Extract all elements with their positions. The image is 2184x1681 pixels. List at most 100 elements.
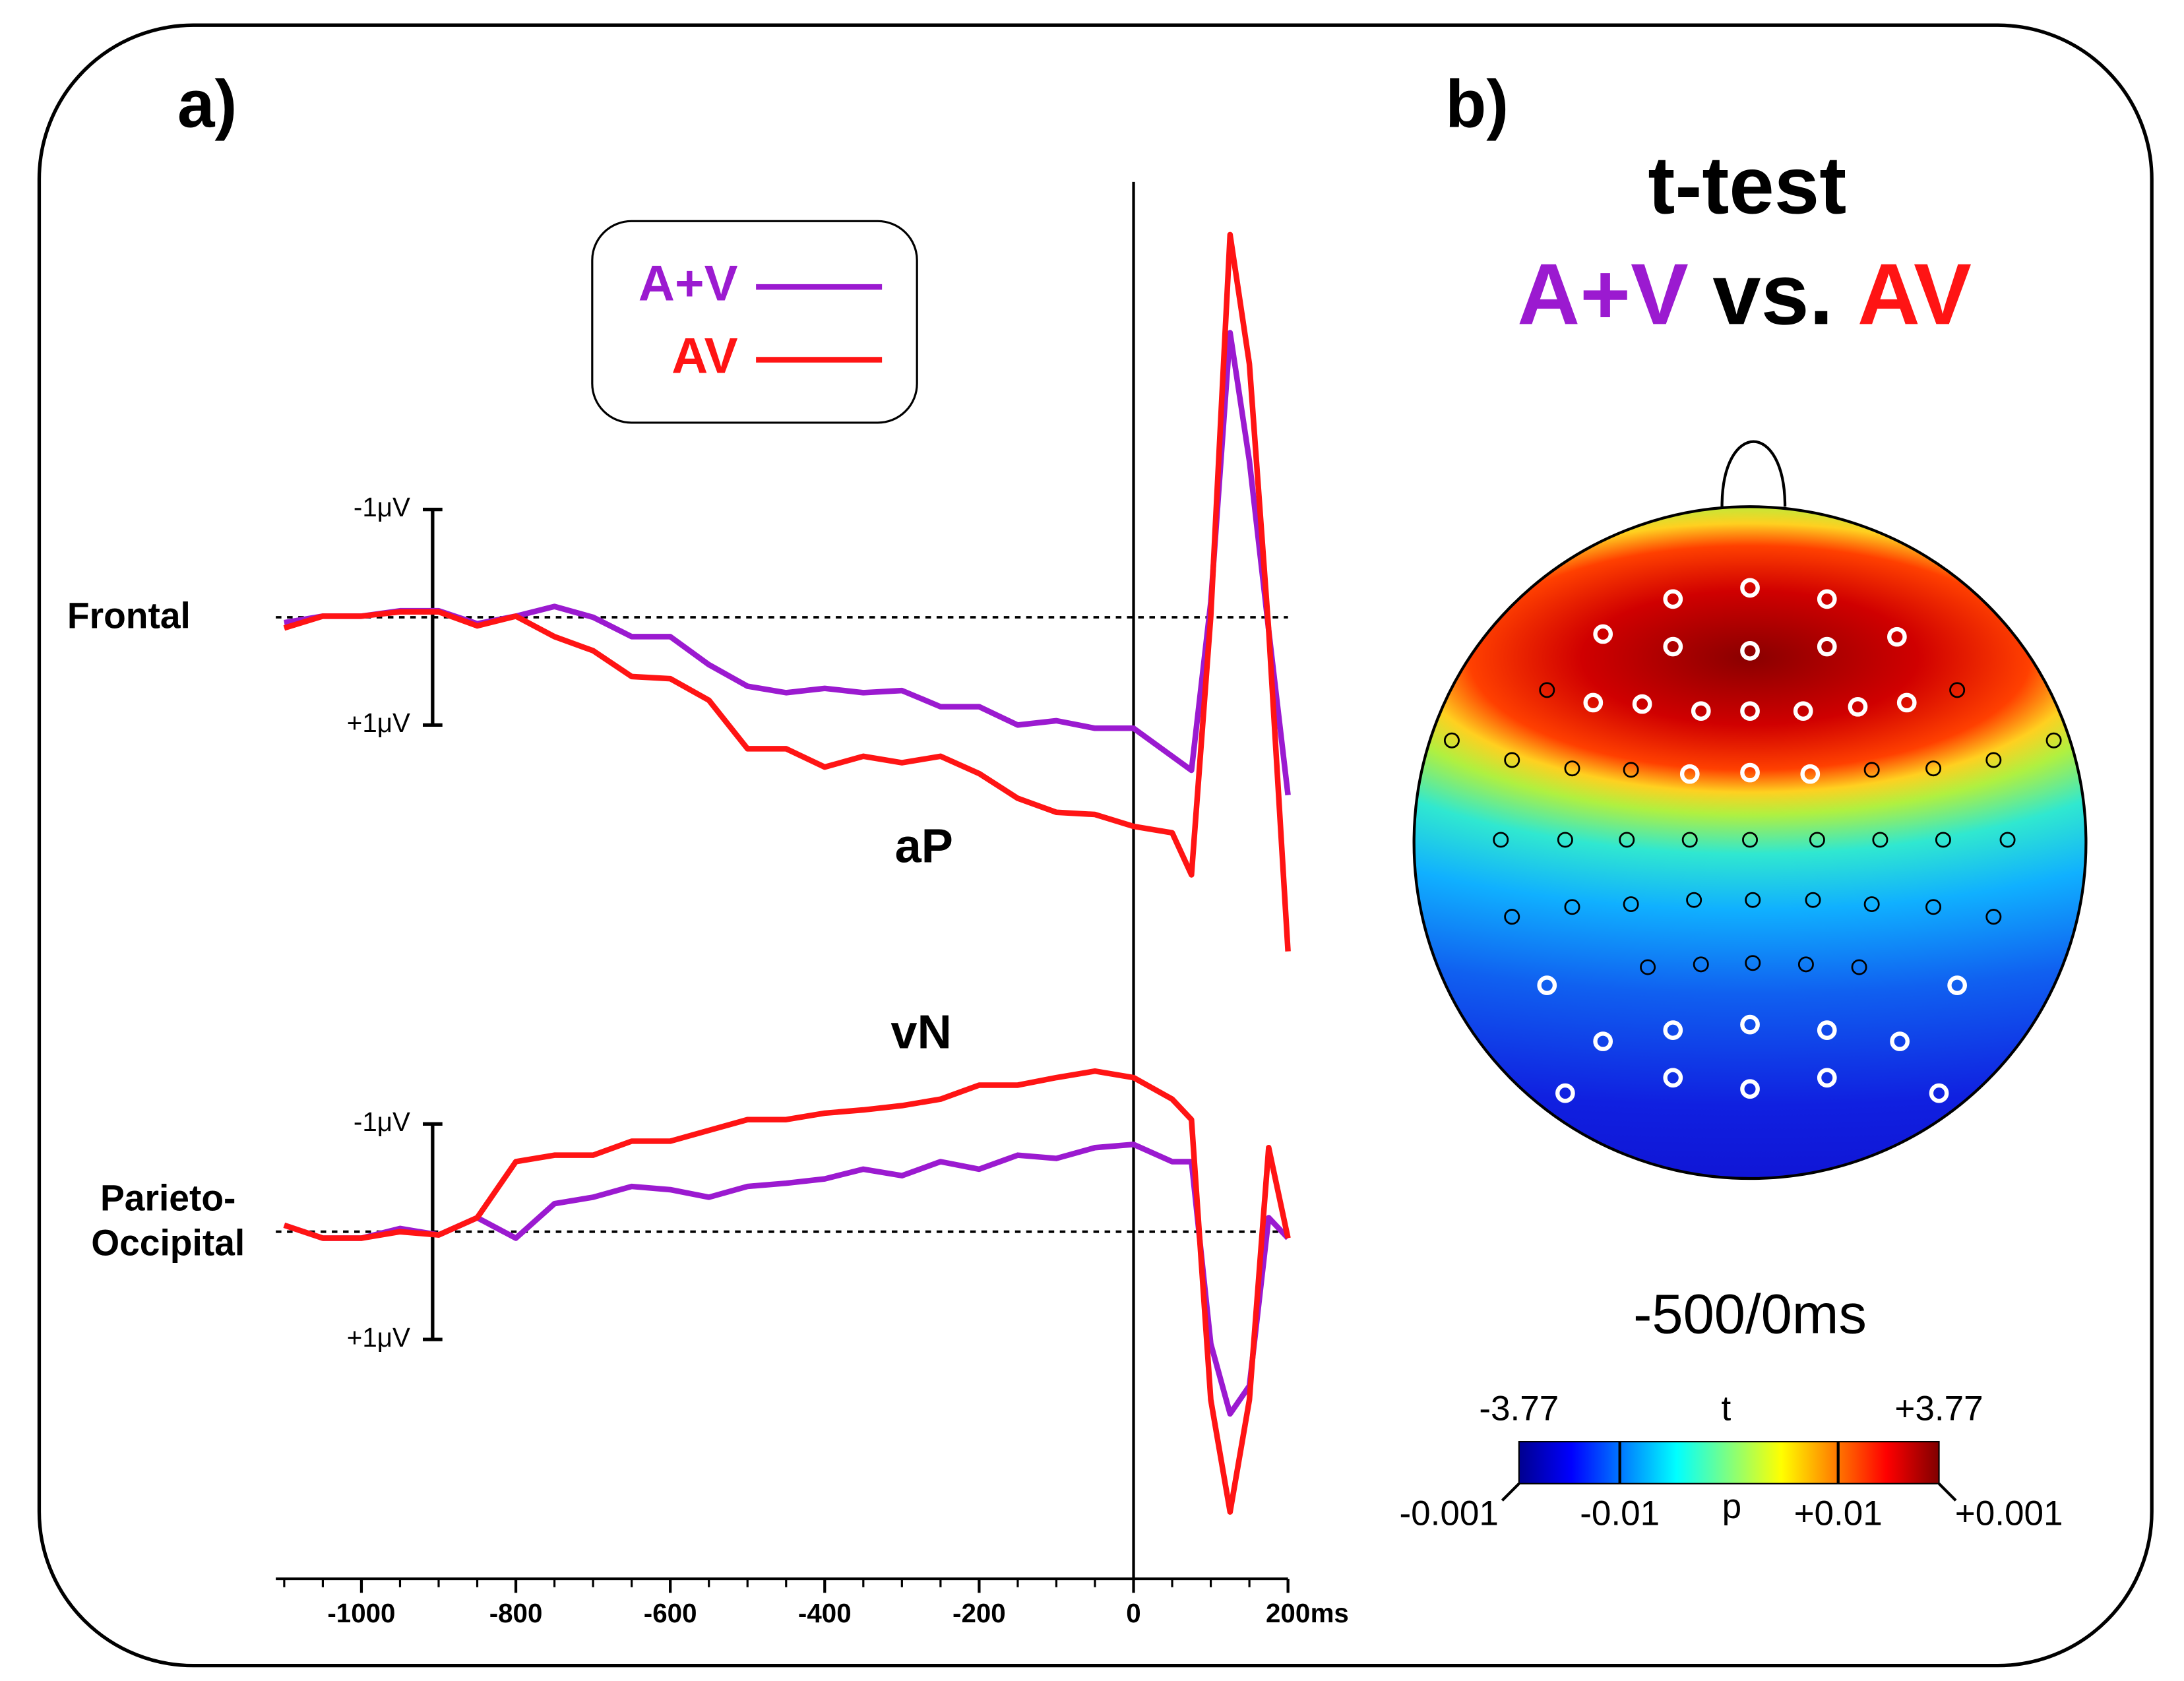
electrode-significant bbox=[1679, 764, 1700, 784]
electrode bbox=[1872, 832, 1888, 848]
electrode-significant bbox=[1537, 975, 1557, 996]
scale-label: -1μV bbox=[354, 1107, 410, 1137]
electrode bbox=[1443, 732, 1460, 749]
erp-line bbox=[283, 1068, 1291, 1515]
colorbar-p-tick bbox=[1938, 1482, 1957, 1502]
colorbar-t-label: -3.77 bbox=[1479, 1389, 1559, 1428]
panel-label: b) bbox=[1445, 66, 1509, 141]
electrode bbox=[1805, 892, 1821, 908]
electrode bbox=[1539, 682, 1555, 698]
head-outline bbox=[1412, 505, 2088, 1180]
topomap-surface bbox=[1414, 506, 2086, 1179]
electrode-significant bbox=[1583, 692, 1604, 713]
x-tick-label: 0 bbox=[1126, 1598, 1140, 1628]
electrode-significant bbox=[1817, 589, 1837, 609]
colorbar-p-label: +0.01 bbox=[1794, 1494, 1883, 1533]
scale-label: +1μV bbox=[347, 708, 410, 738]
electrode bbox=[1935, 832, 1951, 848]
x-tick-label: -600 bbox=[644, 1598, 697, 1628]
electrode bbox=[1564, 760, 1580, 777]
electrode bbox=[1863, 762, 1880, 778]
scale-label: -1μV bbox=[354, 492, 410, 522]
scale-label: +1μV bbox=[347, 1322, 410, 1353]
time-window: -500/0ms bbox=[1633, 1283, 1867, 1345]
electrode bbox=[2045, 732, 2062, 749]
frame bbox=[37, 23, 2154, 1668]
subtitle-a: A+V bbox=[1517, 245, 1689, 342]
electrode bbox=[1742, 832, 1759, 848]
electrode bbox=[1797, 956, 1814, 973]
electrode bbox=[1985, 909, 2002, 925]
electrode-significant bbox=[1800, 764, 1821, 784]
x-tick-label: -1000 bbox=[327, 1598, 395, 1628]
subtitle-joiner: vs. bbox=[1712, 245, 1833, 342]
electrode-significant bbox=[1887, 627, 1907, 647]
electrode-significant bbox=[1817, 1020, 1837, 1040]
electrode bbox=[1949, 682, 1966, 698]
electrode-significant bbox=[1817, 1068, 1837, 1088]
x-tick-label: -200 bbox=[952, 1598, 1006, 1628]
electrode-significant bbox=[1929, 1083, 1949, 1103]
electrode bbox=[1623, 896, 1639, 913]
electrode-significant bbox=[1896, 692, 1917, 713]
colorbar-p-label: -0.01 bbox=[1580, 1494, 1660, 1533]
electrode-significant bbox=[1740, 641, 1760, 661]
electrode bbox=[1745, 955, 1761, 971]
electrode bbox=[1745, 892, 1761, 908]
electrode bbox=[1493, 832, 1509, 848]
erp-line bbox=[283, 1142, 1290, 1417]
electrode-significant bbox=[1740, 762, 1760, 783]
x-unit: ms bbox=[1311, 1598, 1349, 1628]
electrode bbox=[1693, 956, 1709, 973]
colorbar-t-title: t bbox=[1722, 1389, 1732, 1428]
legend-label: AV bbox=[671, 328, 737, 384]
map-title: t-test bbox=[1648, 140, 1846, 231]
electrode-significant bbox=[1947, 975, 1967, 996]
electrode-significant bbox=[1632, 694, 1652, 714]
electrode-significant bbox=[1663, 636, 1683, 657]
panel-row-label: Frontal bbox=[67, 596, 191, 636]
electrode-significant bbox=[1593, 624, 1613, 644]
panel-label: a) bbox=[177, 66, 237, 141]
electrode-significant bbox=[1890, 1031, 1910, 1051]
panel-row-label: Parieto- bbox=[100, 1178, 235, 1219]
electrode-significant bbox=[1663, 1020, 1683, 1040]
x-tick-label: 200 bbox=[1266, 1598, 1310, 1628]
electrode-significant bbox=[1740, 578, 1760, 598]
electrode-significant bbox=[1848, 696, 1868, 717]
electrode bbox=[1925, 760, 1942, 777]
electrode-significant bbox=[1663, 1068, 1683, 1088]
electrode bbox=[1863, 896, 1880, 913]
electrode bbox=[1809, 832, 1825, 848]
colorbar bbox=[1518, 1441, 1940, 1484]
electrode bbox=[1999, 832, 2016, 848]
electrode bbox=[1623, 762, 1639, 778]
electrode bbox=[1681, 832, 1698, 848]
legend-box bbox=[591, 220, 918, 424]
electrode bbox=[1640, 959, 1656, 975]
electrode bbox=[1557, 832, 1573, 848]
nose bbox=[1720, 440, 1787, 507]
subtitle-b: AV bbox=[1857, 245, 1972, 342]
electrode-significant bbox=[1817, 636, 1837, 657]
map-subtitle: A+V vs. AV bbox=[1517, 245, 1972, 342]
electrode-significant bbox=[1740, 1079, 1760, 1099]
electrode bbox=[1851, 959, 1867, 975]
electrode-significant bbox=[1740, 701, 1760, 721]
electrode bbox=[1504, 752, 1520, 768]
x-tick-label: -800 bbox=[489, 1598, 543, 1628]
colorbar-p-label: -0.001 bbox=[1400, 1494, 1499, 1533]
electrode-significant bbox=[1691, 701, 1711, 721]
colorbar-t-label: +3.77 bbox=[1894, 1389, 1983, 1428]
electrode-significant bbox=[1663, 589, 1683, 609]
electrode bbox=[1504, 909, 1520, 925]
electrode bbox=[1686, 892, 1702, 908]
colorbar-p-tick bbox=[1501, 1482, 1520, 1502]
panel-row-label: Occipital bbox=[91, 1223, 245, 1264]
annotation: aP bbox=[895, 820, 953, 872]
electrode bbox=[1564, 899, 1580, 915]
electrode bbox=[1985, 752, 2002, 768]
electrode bbox=[1925, 899, 1942, 915]
x-tick-label: -400 bbox=[798, 1598, 852, 1628]
colorbar-p-label: +0.001 bbox=[1955, 1494, 2063, 1533]
